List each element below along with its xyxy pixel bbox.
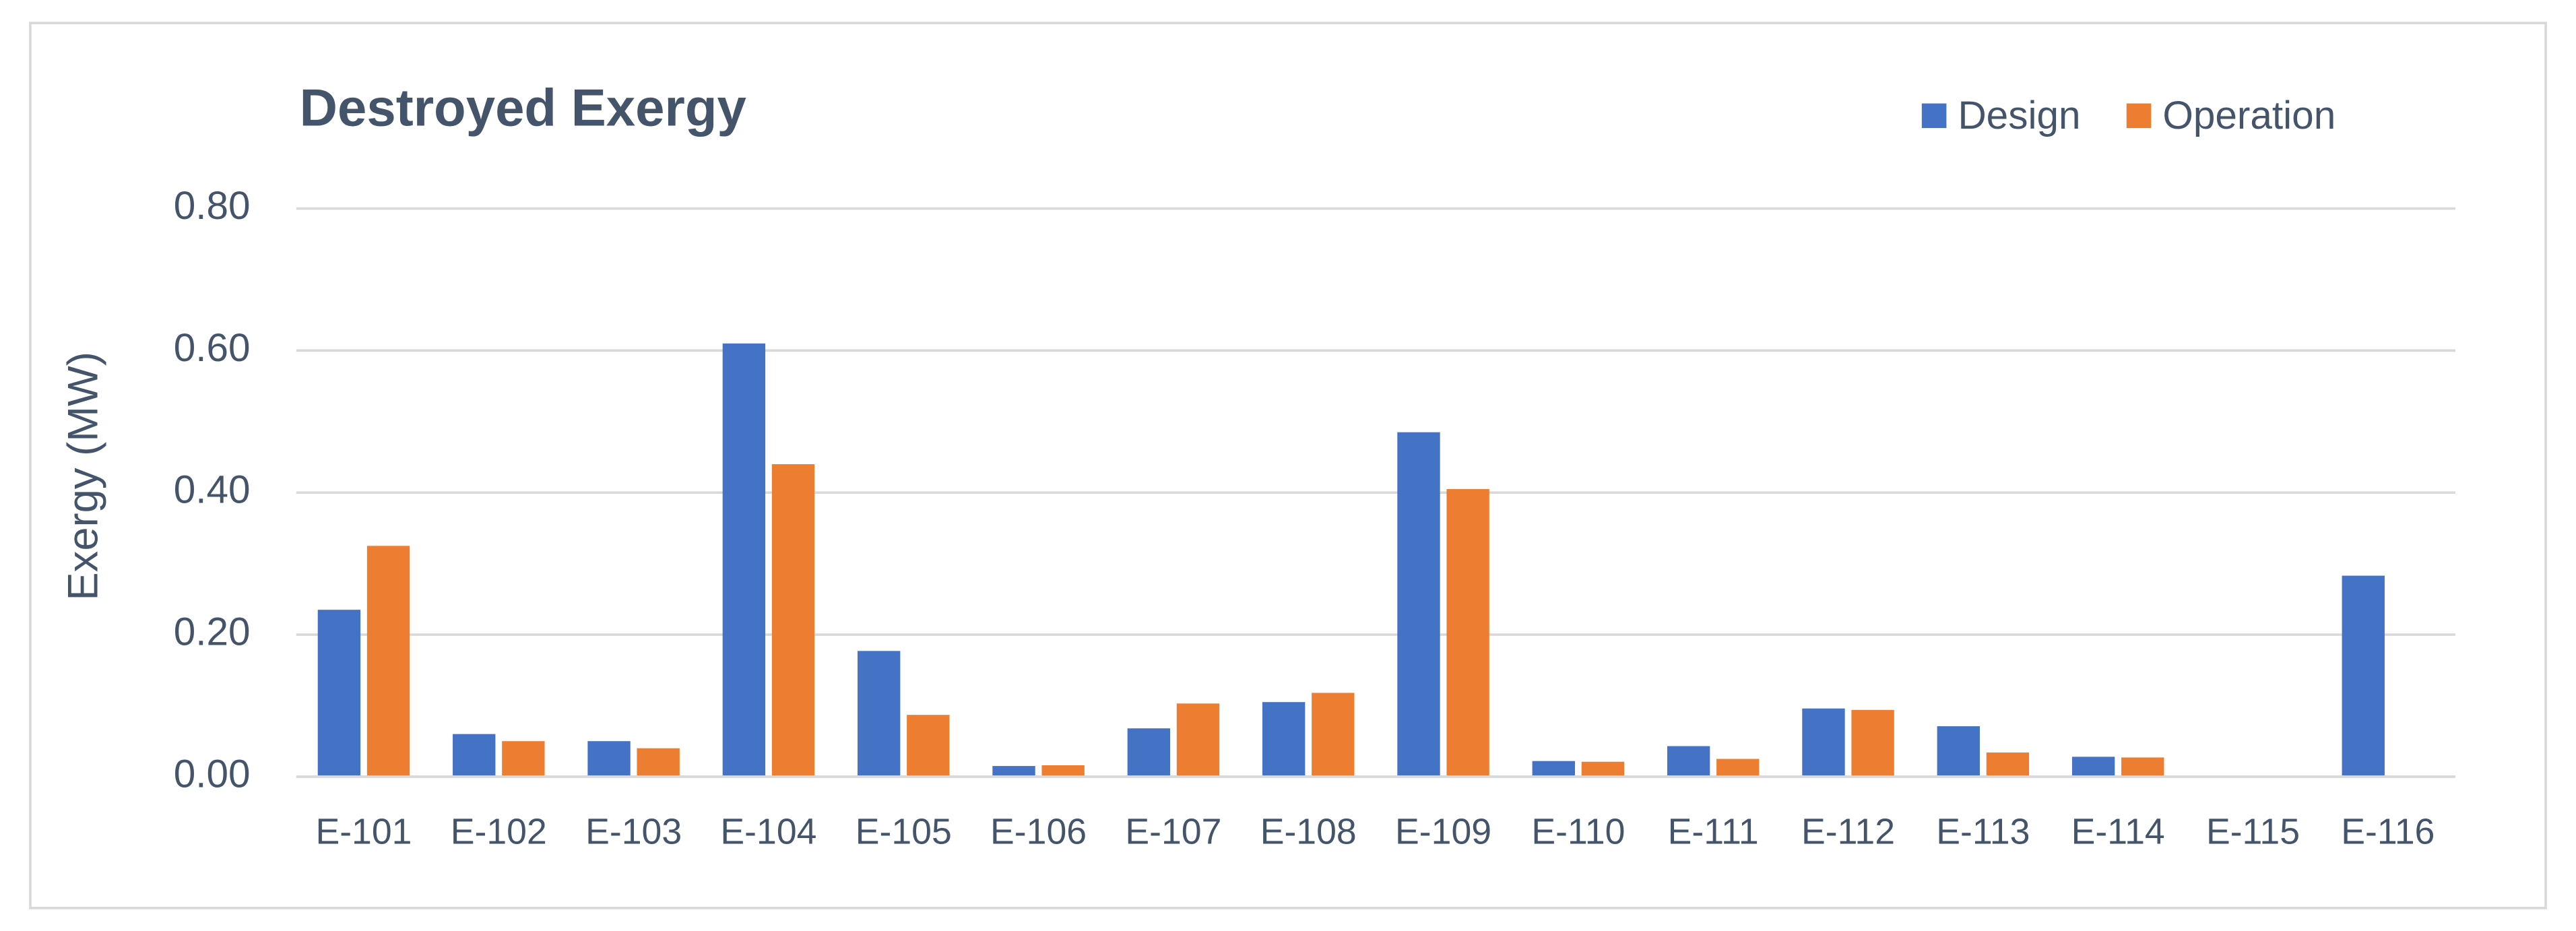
chart-title: Destroyed Exergy (300, 77, 746, 137)
bar (992, 766, 1035, 777)
x-tick-label: E-112 (1801, 811, 1895, 852)
bar (771, 464, 815, 777)
bar (1127, 728, 1171, 777)
bar (1262, 702, 1306, 777)
bar (502, 741, 545, 777)
x-tick-label: E-109 (1395, 811, 1491, 852)
x-tick-label: E-110 (1531, 811, 1625, 852)
bar (722, 343, 766, 777)
bar (637, 748, 680, 777)
y-tick-label: 0.40 (174, 468, 251, 512)
bar (1986, 752, 2030, 777)
y-axis-label: Exergy (MW) (60, 352, 107, 601)
x-tick-label: E-107 (1125, 811, 1221, 852)
bar (907, 715, 950, 777)
bar (1312, 693, 1355, 777)
x-tick-label: E-113 (1936, 811, 2030, 852)
x-tick-label: E-116 (2341, 811, 2435, 852)
bar (2342, 575, 2385, 777)
bar (2071, 757, 2115, 777)
bar (366, 546, 410, 777)
bar (1802, 708, 1845, 777)
x-tick-label: E-115 (2206, 811, 2300, 852)
bar (1581, 761, 1625, 777)
bar (1937, 726, 1980, 777)
y-tick-label: 0.60 (174, 326, 251, 370)
bar (1851, 709, 1894, 777)
bar (1716, 759, 1760, 777)
bar (1176, 703, 1220, 777)
bar (1397, 432, 1440, 777)
x-tick-label: E-114 (2071, 811, 2165, 852)
bar (1041, 765, 1085, 777)
legend-swatch (2126, 103, 2152, 129)
x-tick-label: E-101 (315, 811, 412, 852)
bar (587, 741, 631, 777)
bar (1532, 761, 1576, 777)
x-tick-label: E-102 (451, 811, 547, 852)
y-tick-label: 0.00 (174, 752, 251, 796)
y-tick-label: 0.80 (174, 184, 251, 228)
bar (2121, 757, 2164, 777)
bar (1667, 746, 1710, 777)
bar (858, 651, 901, 777)
x-tick-label: E-106 (990, 811, 1087, 852)
legend-swatch (1921, 103, 1947, 129)
x-tick-label: E-103 (585, 811, 682, 852)
x-tick-label: E-108 (1260, 811, 1357, 852)
x-tick-label: E-104 (720, 811, 816, 852)
x-tick-label: E-105 (856, 811, 952, 852)
bar (1446, 488, 1489, 777)
legend-label: Design (1958, 94, 2080, 137)
y-tick-label: 0.20 (174, 610, 251, 654)
bar (317, 610, 361, 777)
x-tick-label: E-111 (1668, 811, 1759, 852)
legend-label: Operation (2162, 94, 2336, 137)
bar (453, 734, 496, 777)
